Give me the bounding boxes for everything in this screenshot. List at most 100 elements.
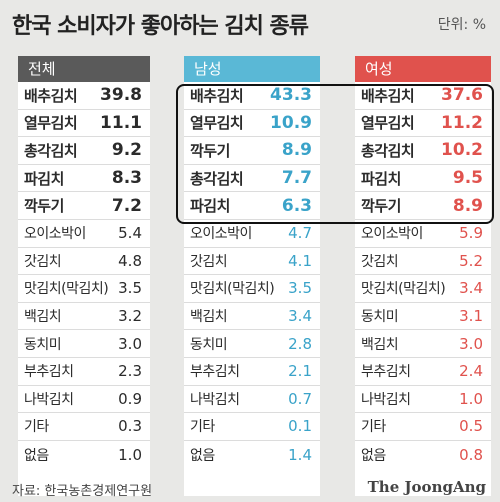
kimchi-name: 파김치 [190, 197, 230, 216]
table-row: 동치미 3.0 [18, 330, 150, 358]
kimchi-name: 파김치 [24, 169, 64, 188]
column-body-all: 배추김치 39.8 열무김치 11.1 총각김치 9.2 파김치 8.3 깍두기 7.2 오이소박이… [18, 82, 150, 496]
kimchi-name: 백김치 [361, 336, 399, 353]
kimchi-name: 부추김치 [361, 364, 411, 381]
table-row: 갓김치 4.8 [18, 248, 150, 276]
table-row: 열무김치 10.9 [184, 110, 320, 138]
kimchi-name: 파김치 [361, 169, 401, 188]
table-row: 부추김치 2.1 [184, 358, 320, 386]
table-row: 부추김치 2.3 [18, 358, 150, 386]
table-row: 없음 1.4 [184, 441, 320, 469]
chart-title: 한국 소비자가 좋아하는 김치 종류 [12, 14, 309, 39]
table-row: 갓김치 5.2 [355, 248, 491, 276]
kimchi-name: 갓김치 [361, 253, 399, 270]
column-header-female: 여성 [355, 56, 491, 82]
kimchi-value: 39.8 [100, 85, 142, 106]
kimchi-name: 오이소박이 [361, 226, 423, 243]
kimchi-value: 1.0 [118, 445, 142, 464]
kimchi-name: 부추김치 [24, 364, 74, 381]
table-row: 열무김치 11.1 [18, 110, 150, 138]
table-row: 나박김치 1.0 [355, 386, 491, 414]
table-row: 나박김치 0.7 [184, 386, 320, 414]
table-row: 백김치 3.2 [18, 303, 150, 331]
kimchi-value: 9.2 [111, 140, 142, 161]
kimchi-name: 동치미 [24, 336, 62, 353]
table-row: 깍두기 7.2 [18, 192, 150, 220]
table-row: 오이소박이 5.4 [18, 220, 150, 248]
table-row: 없음 0.8 [355, 441, 491, 469]
table-row: 백김치 3.4 [184, 303, 320, 331]
kimchi-name: 없음 [24, 447, 49, 464]
kimchi-value: 10.9 [270, 112, 312, 133]
kimchi-value: 2.1 [288, 362, 312, 381]
kimchi-value: 37.6 [441, 85, 483, 106]
table-row: 파김치 8.3 [18, 165, 150, 193]
kimchi-value: 0.9 [118, 389, 142, 408]
kimchi-value: 3.4 [288, 307, 312, 326]
kimchi-name: 기타 [361, 419, 386, 436]
kimchi-name: 오이소박이 [190, 226, 252, 243]
kimchi-name: 배추김치 [24, 86, 78, 105]
kimchi-name: 배추김치 [190, 86, 244, 105]
column-body-male: 배추김치 43.3 열무김치 10.9 깍두기 8.9 총각김치 7.7 파김치 6.3 오이소박이… [184, 82, 320, 496]
kimchi-value: 3.5 [118, 279, 142, 298]
kimchi-value: 5.2 [459, 251, 483, 270]
kimchi-name: 깍두기 [24, 197, 64, 216]
table-row: 동치미 3.1 [355, 303, 491, 331]
publisher-logo: The JoongAng [367, 478, 486, 496]
kimchi-name: 부추김치 [190, 364, 240, 381]
table-row: 깍두기 8.9 [355, 192, 491, 220]
table-row: 백김치 3.0 [355, 330, 491, 358]
unit-label: 단위: % [437, 17, 486, 33]
kimchi-name: 기타 [24, 419, 49, 436]
table-row: 맛김치(막김치) 3.5 [18, 275, 150, 303]
kimchi-name: 총각김치 [190, 169, 244, 188]
kimchi-value: 8.9 [452, 195, 483, 216]
kimchi-value: 11.2 [441, 112, 483, 133]
kimchi-value: 1.4 [288, 445, 312, 464]
kimchi-name: 동치미 [361, 309, 399, 326]
kimchi-name: 없음 [190, 447, 215, 464]
kimchi-name: 총각김치 [361, 141, 415, 160]
kimchi-value: 3.2 [118, 307, 142, 326]
kimchi-name: 열무김치 [24, 114, 78, 133]
kimchi-value: 3.0 [459, 334, 483, 353]
kimchi-value: 8.3 [111, 168, 142, 189]
kimchi-name: 나박김치 [361, 391, 411, 408]
kimchi-value: 4.1 [288, 251, 312, 270]
table-row: 기타 0.5 [355, 413, 491, 441]
table-row: 오이소박이 4.7 [184, 220, 320, 248]
kimchi-value: 5.4 [118, 224, 142, 243]
kimchi-value: 9.5 [452, 168, 483, 189]
table-row: 총각김치 9.2 [18, 137, 150, 165]
kimchi-value: 3.0 [118, 334, 142, 353]
kimchi-value: 0.3 [118, 417, 142, 436]
kimchi-name: 열무김치 [361, 114, 415, 133]
kimchi-name: 깍두기 [190, 141, 230, 160]
kimchi-value: 5.9 [459, 224, 483, 243]
kimchi-value: 0.5 [459, 417, 483, 436]
table-row: 나박김치 0.9 [18, 386, 150, 414]
table-row: 파김치 6.3 [184, 192, 320, 220]
column-header-male: 남성 [184, 56, 320, 82]
kimchi-name: 맛김치(막김치) [24, 281, 109, 298]
table-row: 기타 0.1 [184, 413, 320, 441]
kimchi-value: 2.4 [459, 362, 483, 381]
kimchi-name: 배추김치 [361, 86, 415, 105]
kimchi-value: 11.1 [100, 112, 142, 133]
kimchi-value: 7.2 [111, 195, 142, 216]
kimchi-name: 나박김치 [190, 391, 240, 408]
kimchi-value: 1.0 [459, 389, 483, 408]
table-row: 없음 1.0 [18, 441, 150, 469]
kimchi-name: 총각김치 [24, 141, 78, 160]
kimchi-value: 0.7 [288, 389, 312, 408]
kimchi-name: 백김치 [190, 309, 228, 326]
kimchi-name: 갓김치 [24, 253, 62, 270]
kimchi-name: 깍두기 [361, 197, 401, 216]
kimchi-name: 오이소박이 [24, 226, 86, 243]
kimchi-name: 없음 [361, 447, 386, 464]
table-row: 배추김치 39.8 [18, 82, 150, 110]
column-header-all: 전체 [18, 56, 150, 82]
kimchi-name: 나박김치 [24, 391, 74, 408]
kimchi-value: 43.3 [270, 85, 312, 106]
